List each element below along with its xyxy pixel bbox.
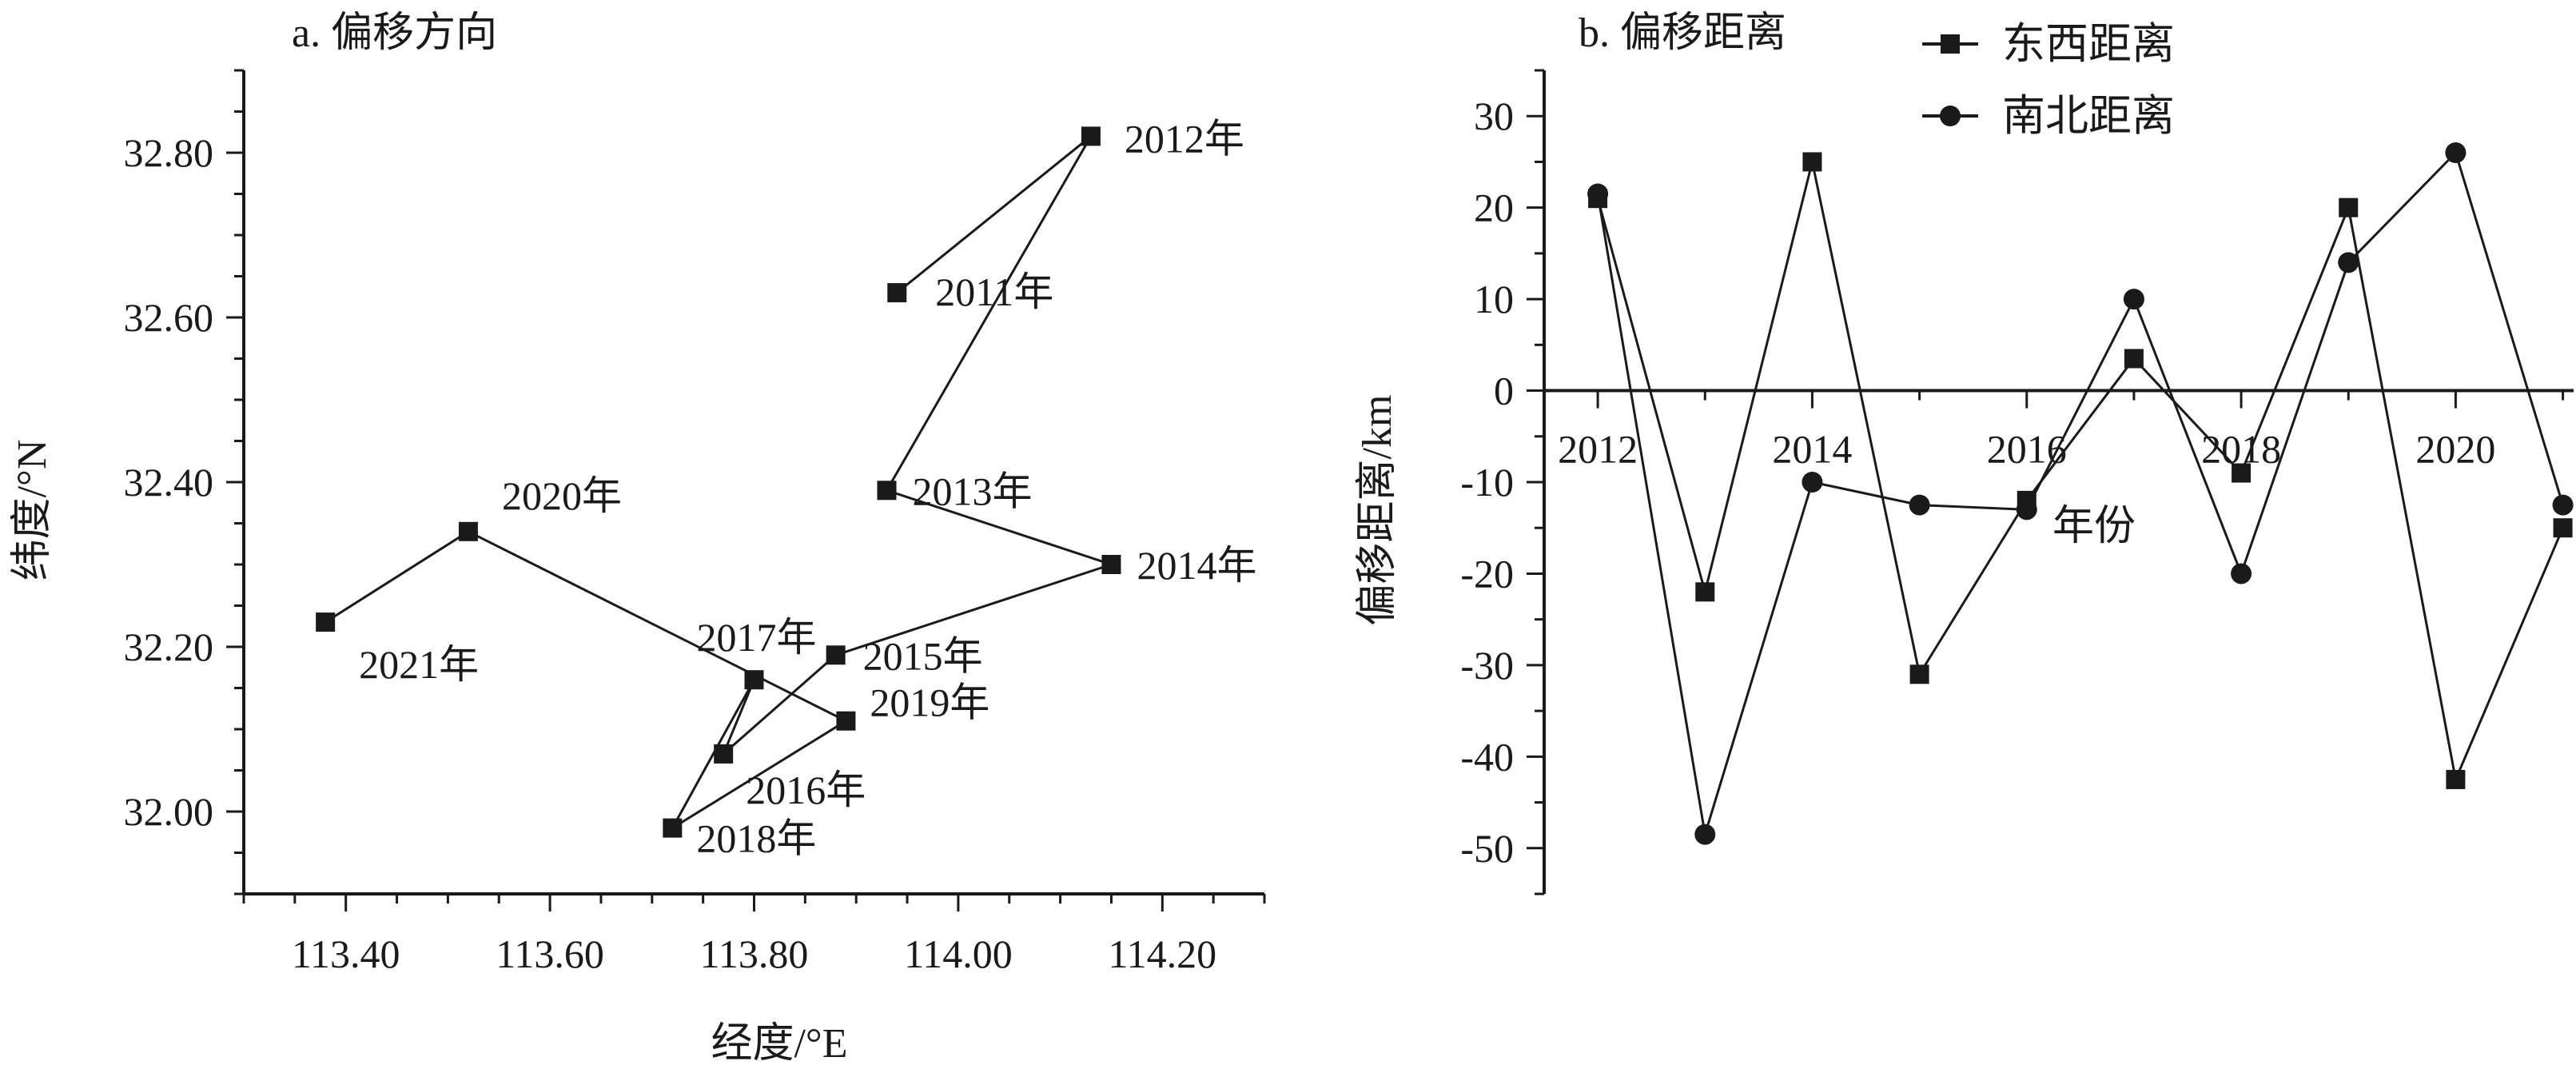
series-point-east-west: [2553, 518, 2573, 538]
series-point-east-west: [2124, 349, 2144, 369]
panel-a-point-label: 2012年: [1125, 116, 1244, 161]
panel-a-x-tick-label: 113.60: [496, 931, 604, 976]
panel-a-point-marker: [714, 744, 734, 764]
series-line-east-west: [1596, 162, 2564, 784]
series-point-east-west: [1909, 664, 1929, 684]
panel-a-x-axis-label: 经度/°E: [711, 1021, 847, 1067]
series-point-north-south: [2123, 289, 2144, 310]
panel-a-x-tick-label: 114.00: [904, 931, 1013, 976]
series-point-east-west: [2232, 463, 2252, 483]
series-point-east-west: [1695, 582, 1715, 602]
panel-a-y-tick-label: 32.60: [124, 295, 214, 340]
offset-distance-panel: b. 偏移距离 -50 -40 -30 -20 -10 0 10 20 30 2012 2014 20…: [1355, 10, 2574, 896]
panel-a-y-tick-label: 32.40: [124, 460, 214, 505]
panel-b-y-tick-label: 30: [1474, 94, 1514, 138]
panel-a-point-marker: [744, 670, 764, 690]
panel-a-y-tick-label: 32.20: [124, 624, 214, 669]
panel-a-point-marker: [663, 818, 683, 838]
series-point-north-south: [1802, 472, 1823, 493]
panel-a-point-marker: [877, 481, 897, 501]
panel-b-x-tick-label: 2014: [1772, 427, 1852, 472]
panel-b-title: b. 偏移距离: [1579, 10, 1786, 56]
legend-marker-square: [1941, 34, 1960, 54]
panel-a-point-marker: [887, 283, 907, 303]
panel-a-point-marker: [458, 521, 478, 541]
panel-a-y-tick-label: 32.80: [124, 130, 214, 175]
panel-a-point-marker: [316, 612, 336, 632]
series-point-east-west: [1802, 152, 1822, 172]
panel-a-points: [316, 126, 1121, 838]
panel-b-x-tick-label: 2020: [2415, 427, 2495, 472]
panel-b-y-tick-label: 10: [1474, 277, 1514, 321]
panel-a-point-label: 2011年: [935, 269, 1053, 314]
legend-label-east-west: 东西距离: [2002, 20, 2175, 68]
panel-b-y-tick-label: -40: [1460, 734, 1514, 779]
panel-b-y-tick-label: -20: [1460, 551, 1514, 596]
series-point-north-south: [2338, 252, 2359, 273]
panel-b-series-lines: [1596, 150, 2565, 836]
panel-a-point-label: 2020年: [502, 473, 622, 518]
panel-a-point-label: 2013年: [913, 469, 1033, 513]
panel-a-point-label: 2018年: [696, 816, 816, 861]
series-point-north-south: [1909, 494, 1930, 516]
series-point-north-south: [1587, 183, 1609, 205]
series-point-north-south: [2016, 499, 2037, 521]
panel-a-point-labels: 2011年 2012年 2013年 2014年 2015年 2016年 2017年 2018年…: [359, 116, 1256, 860]
panel-a-point-label: 2017年: [697, 615, 817, 660]
series-point-east-west: [2339, 197, 2359, 217]
panel-a-point-label: 2016年: [746, 768, 866, 812]
series-point-east-west: [2446, 769, 2466, 789]
series-point-north-south: [2231, 563, 2252, 584]
panel-a-point-label: 2021年: [359, 642, 479, 687]
panel-a-point-label: 2015年: [863, 633, 983, 678]
panel-b-y-tick-label: 0: [1494, 369, 1514, 413]
panel-a-y-tick-label: 32.00: [124, 789, 214, 834]
panel-b-y-tick-label: -50: [1460, 826, 1514, 871]
series-point-north-south: [1694, 824, 1716, 845]
panel-b-y-tick-label: 20: [1474, 185, 1514, 230]
panel-a-point-label: 2014年: [1137, 543, 1256, 588]
panel-a-point-marker: [1101, 555, 1121, 574]
panel-b-legend: 东西距离 南北距离: [1922, 20, 2175, 140]
panel-a-point-marker: [1081, 126, 1101, 146]
panel-b-y-axis-label: 偏移距离/km: [1355, 395, 1400, 626]
panel-b-series-points: [1587, 142, 2574, 845]
panel-a-x-tick-label: 113.40: [292, 931, 400, 976]
panel-b-x-axis-label: 年份: [2052, 504, 2136, 549]
panel-b-x-tick-label: 2012: [1558, 427, 1638, 472]
panel-a-point-label: 2019年: [870, 680, 989, 725]
panel-a-y-axis-label: 纬度/°N: [10, 440, 55, 581]
panel-a-point-marker: [836, 711, 856, 731]
panel-a-axes: 113.40 113.60 113.80 114.00 114.20 32.00 32.20…: [124, 69, 1266, 976]
panel-a-title: a. 偏移方向: [292, 10, 497, 56]
panel-a-x-tick-label: 113.80: [700, 931, 809, 976]
series-line-north-south: [1596, 150, 2565, 836]
offset-direction-panel: a. 偏移方向 113.40 113.60 113.80 114.00 114.20 32…: [10, 10, 1266, 1067]
legend-marker-circle: [1940, 106, 1961, 126]
panel-a-point-marker: [826, 645, 846, 665]
panel-b-y-tick-label: -30: [1460, 643, 1514, 688]
panel-a-x-tick-label: 114.20: [1108, 931, 1216, 976]
panel-b-y-tick-label: -10: [1460, 460, 1514, 505]
series-point-north-south: [2445, 142, 2467, 163]
legend-label-north-south: 南北距离: [2002, 92, 2175, 140]
series-point-north-south: [2552, 494, 2574, 516]
